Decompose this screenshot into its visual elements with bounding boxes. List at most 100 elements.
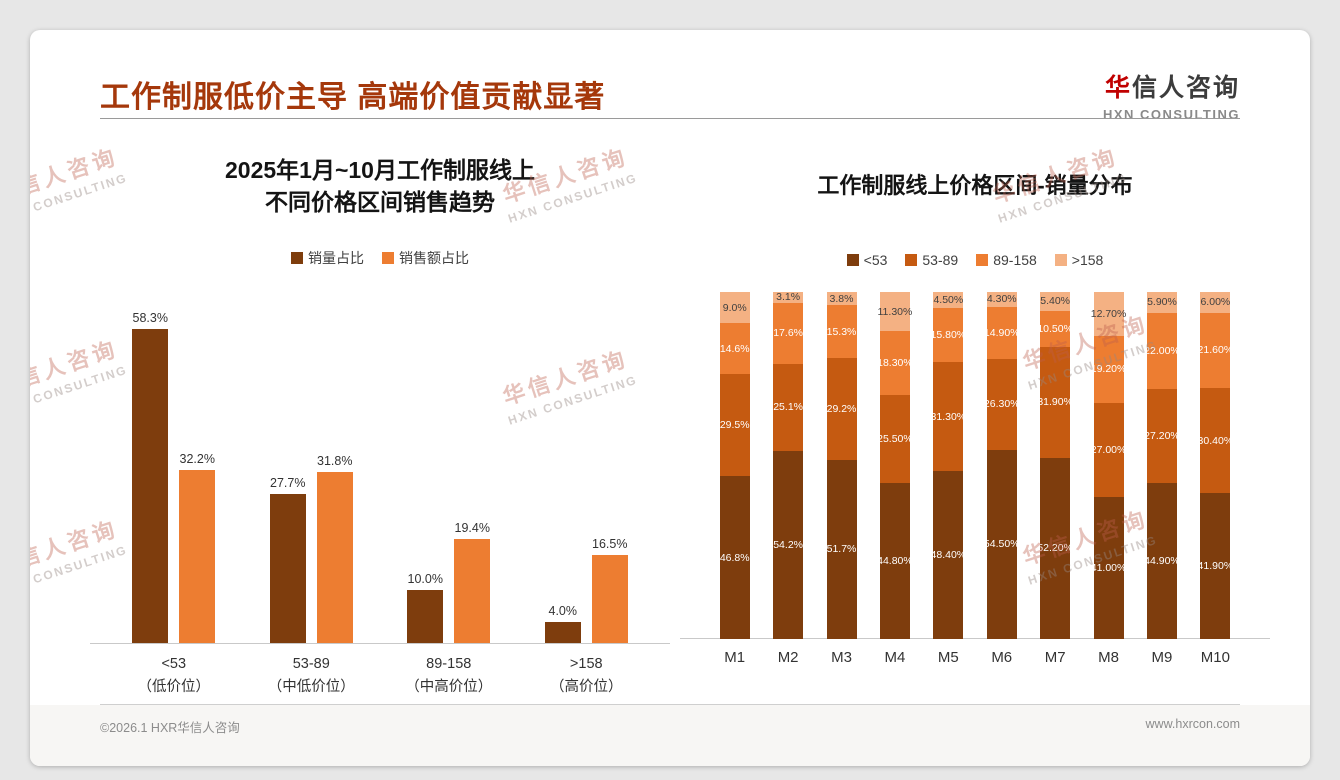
category-sublabel: （高价位） xyxy=(550,678,623,695)
bar xyxy=(407,589,444,644)
legend-item: >158 xyxy=(1054,252,1104,268)
x-axis-month-label: M5 xyxy=(937,649,959,666)
bar-value-label: 10.0% xyxy=(407,571,443,586)
stacked-bar: 11.30% 18.30% 25.50% 44.80% xyxy=(877,292,913,640)
bar-value-label: 58.3% xyxy=(132,311,168,326)
grouped-bar-xaxis: <53 （低价位） 53-89 （中低价位） 89-158 （中高价位） >158 （高价位） xyxy=(90,653,670,698)
bar-segment: 54.2% xyxy=(773,450,804,640)
bar xyxy=(544,621,581,644)
logo-text-cn: 华信人咨询 xyxy=(1103,68,1240,104)
stacked-bar-xaxis: M1 M2 M3 M4 M5 M6 M7 M8 M9 M10 xyxy=(680,649,1270,666)
footer: ©2026.1 HXR华信人咨询 www.hxrcon.com xyxy=(100,717,1240,736)
bar-with-label: 58.3% xyxy=(132,294,169,644)
stacked-bar-column: 11.30% 18.30% 25.50% 44.80% xyxy=(868,292,921,640)
bar-segment: 29.2% xyxy=(826,358,857,460)
bar-group: 27.7% 31.8% xyxy=(243,294,381,644)
bar-segment: 51.7% xyxy=(826,459,857,639)
bar-segment: 14.90% xyxy=(984,306,1020,359)
bar-segment: 27.00% xyxy=(1091,402,1126,497)
bar-with-label: 27.7% xyxy=(269,294,306,644)
bar-with-label: 4.0% xyxy=(544,294,581,644)
stacked-bar: 3.1% 17.6% 25.1% 54.2% xyxy=(773,291,804,640)
legend-label: 销量占比 xyxy=(308,250,364,267)
bar-segment: 44.80% xyxy=(877,483,913,640)
logo-rest-chars: 信人咨询 xyxy=(1131,74,1240,102)
left-chart-title: 2025年1月~10月工作制服线上 不同价格区间销售趋势 xyxy=(90,154,670,218)
category-range: >158 xyxy=(569,656,603,673)
stacked-bar-column: 4.30% 14.90% 26.30% 54.50% xyxy=(975,292,1028,639)
legend-item: 53-89 xyxy=(905,252,958,268)
bar-segment: 44.90% xyxy=(1144,483,1180,639)
stacked-bar-column: 6.00% 21.60% 30.40% 41.90% xyxy=(1189,292,1242,639)
bar-value-label: 27.7% xyxy=(270,476,306,491)
bar-segment: 3.1% xyxy=(773,291,804,303)
stacked-bar-column: 5.90% 22.00% 27.20% 44.90% xyxy=(1135,292,1188,639)
legend-swatch-icon xyxy=(976,254,989,266)
bar-value-label: 4.0% xyxy=(548,603,578,618)
bar-segment: 25.50% xyxy=(877,394,913,484)
bar-segment: 5.40% xyxy=(1040,292,1071,311)
bar-segment: 6.00% xyxy=(1200,292,1231,313)
bar-segment: 9.0% xyxy=(719,292,750,324)
bar-segment: 18.30% xyxy=(877,331,913,395)
stacked-bar-column: 12.70% 19.20% 27.00% 41.00% xyxy=(1082,292,1135,639)
x-axis-category-label: 53-89 （中低价位） xyxy=(243,653,381,698)
legend-swatch-icon xyxy=(1054,254,1067,266)
legend-item: <53 xyxy=(846,252,888,268)
x-axis-month-label: M9 xyxy=(1151,649,1173,666)
x-axis-category-label: >158 （高价位） xyxy=(518,653,656,698)
legend-label: <53 xyxy=(863,252,888,268)
footer-copyright: ©2026.1 HXR华信人咨询 xyxy=(100,721,240,735)
bar-segment: 22.00% xyxy=(1144,312,1180,389)
legend-swatch-icon xyxy=(382,252,394,265)
grouped-bar-plot: 58.3% 32.2% 27.7% 31.8% 10.0% 19.4% 4.0% 16.5% xyxy=(90,294,670,645)
stacked-bar: 12.70% 19.20% 27.00% 41.00% xyxy=(1091,292,1126,639)
bar-group: 58.3% 32.2% xyxy=(105,294,243,644)
page-title: 工作制服低价主导 高端价值贡献显著 xyxy=(100,81,606,114)
x-axis-month-label: M6 xyxy=(991,649,1013,666)
bar-with-label: 31.8% xyxy=(316,294,353,644)
category-range: 89-158 xyxy=(426,656,472,673)
x-axis-month-label: M7 xyxy=(1044,649,1066,666)
bar-segment: 15.80% xyxy=(931,307,966,363)
bar-segment: 17.6% xyxy=(773,302,804,364)
x-axis-month-label: M8 xyxy=(1098,649,1119,666)
header-divider-line xyxy=(100,118,1240,119)
right-chart-legend: <53 53-89 89-158 >158 xyxy=(680,252,1270,268)
bar xyxy=(316,472,353,644)
bar-segment: 11.30% xyxy=(878,292,912,332)
legend-label: >158 xyxy=(1071,252,1104,268)
left-chart-title-line2: 不同价格区间销售趋势 xyxy=(265,189,495,216)
left-chart-legend: 销量占比 销售额占比 xyxy=(90,248,670,268)
legend-swatch-icon xyxy=(846,254,859,266)
x-axis-category-label: <53 （低价位） xyxy=(105,653,243,698)
right-chart: 工作制服线上价格区间-销量分布 <53 53-89 89-158 >158 9.0% 1… xyxy=(680,140,1270,666)
stacked-bar-column: 4.50% 15.80% 31.30% 48.40% xyxy=(922,292,975,639)
logo-accent-char: 华 xyxy=(1104,74,1132,102)
bar-segment: 19.20% xyxy=(1091,336,1126,403)
bar-segment: 41.00% xyxy=(1091,496,1126,639)
category-range: <53 xyxy=(161,656,187,673)
bar-with-label: 19.4% xyxy=(454,294,491,644)
bar-group: 10.0% 19.4% xyxy=(380,294,518,644)
legend-item: 89-158 xyxy=(976,252,1037,268)
left-chart: 2025年1月~10月工作制服线上 不同价格区间销售趋势 销量占比 销售额占比 5… xyxy=(90,140,670,698)
bar-group: 4.0% 16.5% xyxy=(518,294,656,644)
bar-segment: 21.60% xyxy=(1198,312,1233,388)
bar-segment: 10.50% xyxy=(1037,310,1073,348)
stacked-bar-column: 5.40% 10.50% 31.90% 52.20% xyxy=(1028,292,1081,639)
category-sublabel: （低价位） xyxy=(137,678,211,695)
legend-label: 89-158 xyxy=(993,252,1037,268)
category-range: 53-89 xyxy=(292,656,330,673)
bar-segment: 41.90% xyxy=(1198,493,1233,639)
legend-swatch-icon xyxy=(905,254,918,266)
bar-segment: 46.8% xyxy=(719,476,750,640)
bar-segment: 30.40% xyxy=(1198,387,1233,494)
bar-segment: 4.50% xyxy=(933,292,964,308)
bar-with-label: 16.5% xyxy=(591,294,628,644)
right-chart-title: 工作制服线上价格区间-销量分布 xyxy=(817,173,1133,198)
category-sublabel: （中高价位） xyxy=(405,678,493,695)
category-sublabel: （中低价位） xyxy=(267,678,355,695)
x-axis-month-label: M10 xyxy=(1200,649,1230,666)
